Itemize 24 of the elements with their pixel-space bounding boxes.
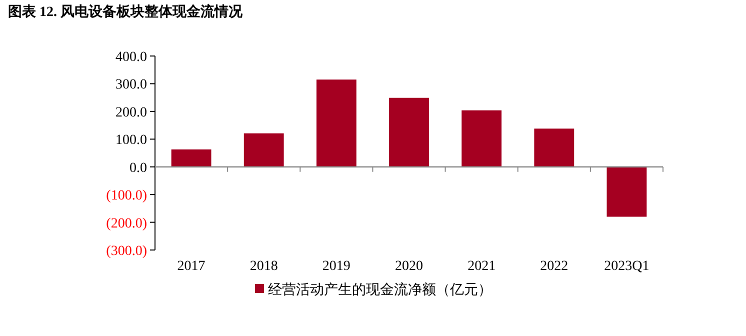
- y-tick-label: (300.0): [106, 244, 148, 259]
- y-tick-label: 100.0: [116, 133, 147, 148]
- bar: [606, 166, 647, 217]
- bar: [462, 110, 502, 167]
- y-tick-label: (100.0): [106, 188, 148, 204]
- bar: [316, 80, 356, 167]
- chart-title: 图表 12. 风电设备板块整体现金流情况: [8, 3, 244, 20]
- y-tick-label: 300.0: [116, 78, 147, 93]
- y-tick-label: 400.0: [116, 50, 147, 65]
- legend-label: 经营活动产生的现金流净额（亿元）: [268, 282, 492, 298]
- x-tick-label: 2019: [322, 259, 350, 274]
- y-tick-label: 200.0: [116, 105, 147, 120]
- x-tick-label: 2023Q1: [604, 259, 650, 274]
- bar: [171, 149, 212, 167]
- bar: [244, 133, 284, 167]
- x-tick-label: 2020: [395, 259, 423, 274]
- bar: [534, 128, 574, 167]
- x-tick-label: 2022: [540, 259, 568, 274]
- x-tick-label: 2021: [468, 259, 496, 274]
- y-tick-label: 0.0: [130, 160, 147, 176]
- x-tick-label: 2017: [177, 259, 206, 274]
- y-tick-label: (200.0): [106, 216, 148, 232]
- bar: [389, 98, 429, 167]
- x-tick-label: 2018: [250, 259, 278, 274]
